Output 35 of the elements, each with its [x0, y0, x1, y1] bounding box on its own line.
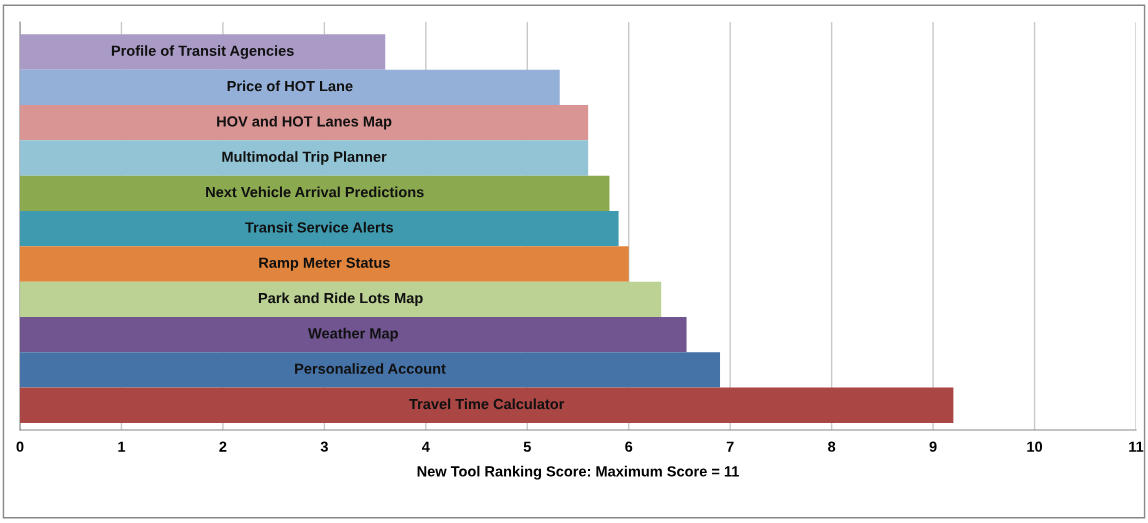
x-axis-title: New Tool Ranking Score: Maximum Score = 11: [417, 465, 739, 480]
x-tick-label: 9: [929, 441, 937, 452]
y-tick-label: Next Vehicle Arrival Predictions: [206, 186, 424, 198]
x-tick-label: 8: [828, 441, 836, 452]
y-tick-label: Park and Ride Lots Map: [258, 292, 423, 307]
bar: [20, 69, 560, 106]
y-tick-label: HOV and HOT Lanes Map: [217, 115, 392, 130]
x-tick-label: 1: [118, 441, 126, 452]
y-tick-label: Profile of Transit Agencies: [111, 45, 294, 59]
x-tick-label: 11: [1129, 441, 1144, 452]
bar: [20, 352, 721, 388]
bar: [20, 316, 687, 353]
bar: [20, 387, 954, 423]
x-tick-label: 7: [726, 441, 734, 452]
bar: [20, 281, 662, 317]
bar: [20, 140, 589, 176]
bar: [20, 210, 619, 247]
bar: [20, 246, 629, 282]
x-tick-label: 3: [320, 441, 328, 452]
x-tick-label: 2: [219, 441, 227, 452]
y-tick-label: Personalized Account: [295, 363, 446, 374]
bar: [20, 34, 386, 70]
x-tick-label: 4: [421, 441, 430, 452]
x-tick-label: 10: [1027, 441, 1043, 452]
y-tick-label: Price of HOT Lane: [227, 80, 353, 92]
bar: [20, 105, 589, 141]
bar: [20, 175, 610, 211]
x-tick-label: 0: [16, 441, 24, 452]
y-tick-label: Ramp Meter Status: [259, 257, 390, 271]
y-tick-label: Transit Service Alerts: [245, 221, 393, 233]
x-tick-label: 6: [625, 441, 633, 452]
x-tick-label: 5: [523, 441, 531, 452]
y-tick-label: Weather Map: [308, 327, 398, 342]
y-tick-label: Multimodal Trip Planner: [222, 151, 387, 165]
y-tick-label: Travel Time Calculator: [409, 398, 565, 410]
